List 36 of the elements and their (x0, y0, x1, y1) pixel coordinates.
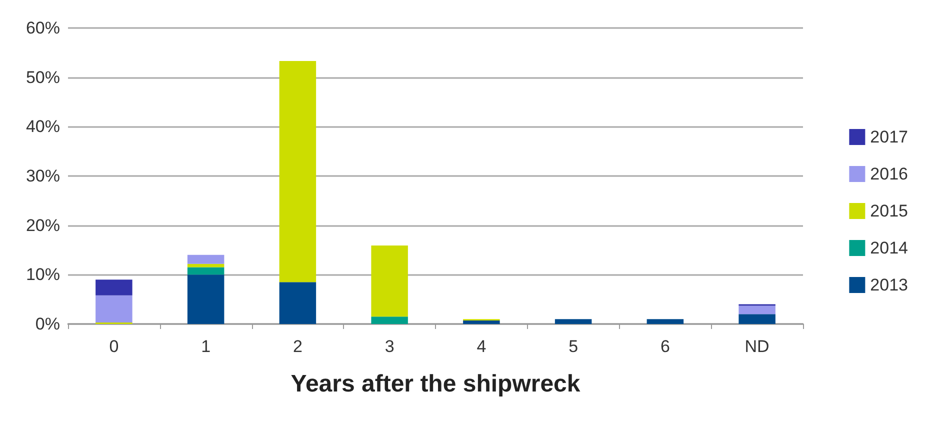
y-tick-label: 50% (26, 68, 60, 87)
x-tick-label: 2 (292, 337, 302, 356)
y-tick-label: 0% (35, 314, 60, 334)
bar (371, 246, 408, 317)
y-tick-label: 20% (26, 216, 60, 235)
x-tick-label: 5 (568, 337, 578, 356)
bar (187, 264, 224, 268)
legend-label: 2015 (870, 202, 908, 220)
y-tick-label: 30% (26, 166, 60, 186)
legend-label: 2013 (870, 276, 908, 294)
legend-label: 2016 (870, 164, 908, 184)
bar (96, 280, 132, 296)
legend-label: 2017 (870, 128, 908, 146)
bar (738, 314, 776, 324)
y-tick-label: 60% (26, 18, 60, 38)
bar (371, 316, 408, 324)
y-tick-label: 10% (26, 265, 60, 284)
bar (738, 306, 776, 314)
x-tick-label: ND (744, 337, 770, 356)
x-tick-label: 3 (384, 337, 394, 356)
bar (187, 254, 224, 264)
legend-label: 2014 (870, 238, 908, 258)
bar (463, 320, 500, 324)
bar (554, 319, 592, 324)
bar (187, 267, 224, 275)
x-tick-label: 6 (660, 337, 670, 356)
bar (646, 319, 684, 324)
x-tick-label: 1 (201, 337, 211, 356)
bar (279, 282, 316, 324)
bar (187, 274, 224, 324)
bar (96, 295, 132, 323)
x-axis-title: Years after the shipwreck (290, 370, 581, 398)
x-tick-label: 4 (476, 337, 486, 356)
x-tick-label: 0 (109, 337, 119, 356)
y-tick-label: 40% (26, 117, 60, 136)
bar (279, 61, 316, 282)
